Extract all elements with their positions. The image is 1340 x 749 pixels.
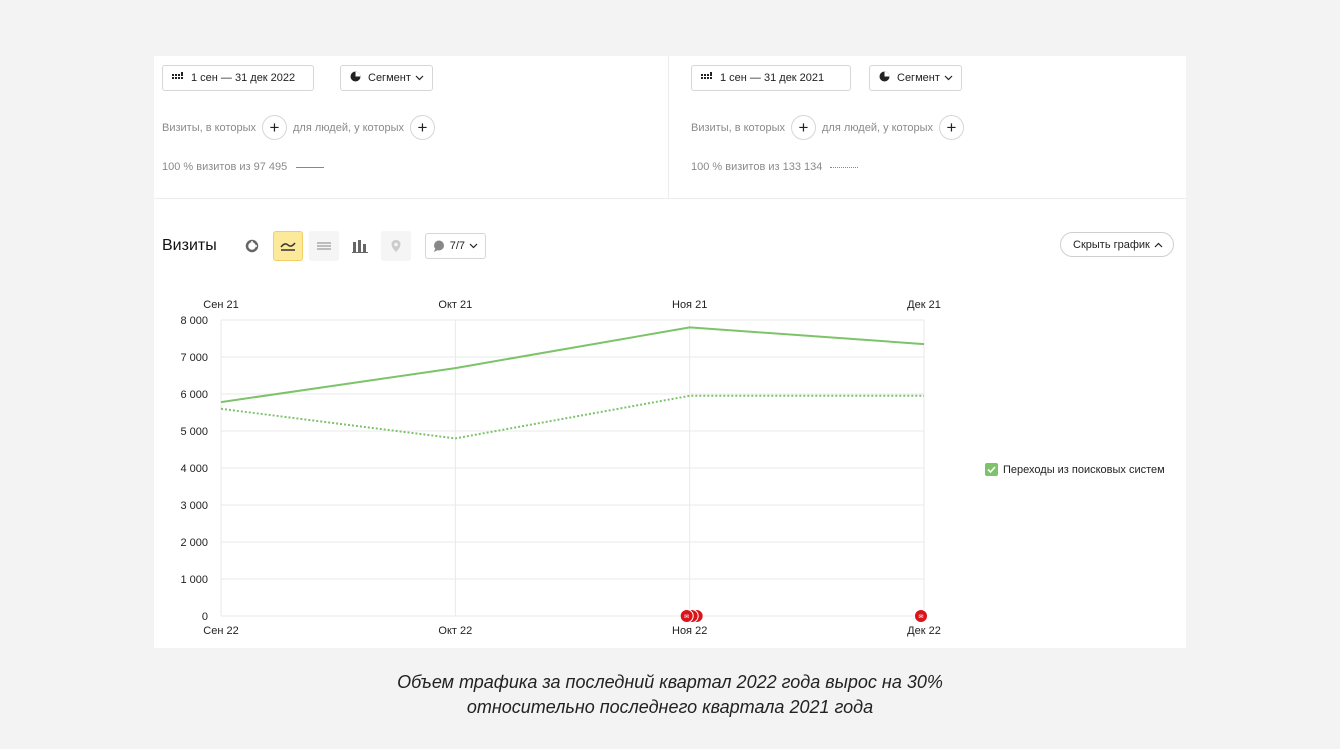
- segment-conditions: Визиты, в которых + для людей, у которых…: [691, 115, 970, 140]
- x-top-tick-label: Сен 21: [203, 299, 238, 311]
- x-tick-label: Ноя 22: [672, 625, 707, 637]
- chart-legend[interactable]: Переходы из поисковых систем: [985, 463, 1165, 476]
- y-tick-label: 6 000: [180, 389, 208, 401]
- annotations-filter-button[interactable]: 7/7: [424, 233, 487, 259]
- y-tick-label: 5 000: [180, 426, 208, 438]
- segment-label: Сегмент: [368, 72, 411, 84]
- report-title: Визиты: [162, 237, 217, 254]
- add-people-condition-button[interactable]: +: [939, 115, 964, 140]
- hide-chart-button[interactable]: Скрыть график: [1060, 232, 1174, 257]
- visits-info-text: 100 % визитов из 97 495: [162, 161, 288, 173]
- visits-line-chart: 0 1 000 2 000 3 000 4 000 5 000 6 000 7 000 8 00…: [180, 299, 941, 637]
- filter-count: 7/7: [449, 240, 466, 252]
- line-chart-type-icon[interactable]: [272, 231, 303, 261]
- series-line-2022: [220, 326, 925, 404]
- add-people-condition-button[interactable]: +: [410, 115, 435, 140]
- visits-info-text: 100 % визитов из 133 134: [691, 161, 823, 173]
- visits-info: 100 % визитов из 97 495: [162, 161, 325, 173]
- chevron-up-icon: [1154, 242, 1163, 248]
- x-top-tick-label: Дек 21: [907, 299, 941, 311]
- annotation-marker-glyph: ✉: [918, 615, 923, 621]
- visits-info: 100 % визитов из 133 134: [691, 161, 859, 173]
- dotted-line-marker: [830, 166, 859, 168]
- x-tick-label: Дек 22: [907, 625, 941, 637]
- caption-line-1: Объем трафика за последний квартал 2022 …: [397, 672, 943, 692]
- bar-chart-type-icon[interactable]: [345, 231, 375, 261]
- annotation-marker: [679, 609, 694, 623]
- legend-label: Переходы из поисковых систем: [1003, 463, 1165, 476]
- map-pin-icon[interactable]: [380, 231, 411, 261]
- chevron-down-icon: [469, 243, 478, 249]
- segment-button[interactable]: Сегмент: [340, 65, 433, 91]
- x-top-tick-label: Ноя 21: [672, 299, 707, 311]
- report-card: 1 сен — 31 дек 2022 Сегмент Визиты, в ко…: [154, 56, 1186, 648]
- date-range-button[interactable]: 1 сен — 31 дек 2022: [162, 65, 314, 91]
- annotation-marker: [914, 609, 928, 623]
- y-tick-label: 4 000: [180, 463, 208, 475]
- segment-divider: [668, 56, 669, 198]
- date-range-label: 1 сен — 31 дек 2022: [191, 72, 296, 84]
- add-visit-condition-button[interactable]: +: [262, 115, 287, 140]
- comment-icon: [433, 240, 445, 252]
- caption: Объем трафика за последний квартал 2022 …: [0, 670, 1340, 720]
- series-line-2021: [220, 394, 924, 440]
- solid-line-marker: [296, 166, 325, 168]
- segment-label: Сегмент: [897, 72, 940, 84]
- x-top-tick-label: Окт 21: [438, 299, 472, 311]
- segment-panel-2021: 1 сен — 31 дек 2021 Сегмент Визиты, в ко…: [669, 56, 1186, 198]
- pie-icon: [879, 71, 890, 85]
- x-tick-label: Сен 22: [203, 625, 238, 637]
- chart-toolbar: Визиты 7/7: [162, 231, 487, 261]
- y-tick-label: 1 000: [180, 574, 208, 586]
- add-visit-condition-button[interactable]: +: [791, 115, 816, 140]
- y-tick-label: 8 000: [180, 315, 208, 327]
- chevron-down-icon: [415, 72, 424, 84]
- y-tick-label: 7 000: [180, 352, 208, 364]
- calendar-icon: [701, 71, 713, 85]
- area-chart-type-icon[interactable]: [308, 231, 339, 261]
- y-tick-label: 0: [202, 611, 208, 623]
- y-tick-label: 3 000: [180, 500, 208, 512]
- segment-button[interactable]: Сегмент: [869, 65, 962, 91]
- checkbox-checked-icon[interactable]: [985, 463, 998, 476]
- visits-in-which-label: Визиты, в которых: [162, 121, 256, 134]
- segment-conditions: Визиты, в которых + для людей, у которых…: [162, 115, 441, 140]
- date-range-button[interactable]: 1 сен — 31 дек 2021: [691, 65, 851, 91]
- chevron-down-icon: [944, 72, 953, 84]
- hide-chart-label: Скрыть график: [1073, 238, 1150, 251]
- x-tick-label: Окт 22: [438, 625, 472, 637]
- section-divider: [154, 198, 1186, 199]
- people-where-label: для людей, у которых: [822, 121, 933, 134]
- annotation-marker-glyph: ✉: [684, 615, 689, 621]
- caption-line-2: относительно последнего квартала 2021 го…: [466, 697, 874, 717]
- visits-in-which-label: Визиты, в которых: [691, 121, 785, 134]
- y-tick-label: 2 000: [180, 537, 208, 549]
- people-where-label: для людей, у которых: [293, 121, 404, 134]
- pie-chart-type-icon[interactable]: [237, 231, 267, 261]
- segment-panel-2022: 1 сен — 31 дек 2022 Сегмент Визиты, в ко…: [154, 56, 668, 198]
- calendar-icon: [172, 71, 184, 85]
- date-range-label: 1 сен — 31 дек 2021: [720, 72, 825, 84]
- pie-icon: [350, 71, 361, 85]
